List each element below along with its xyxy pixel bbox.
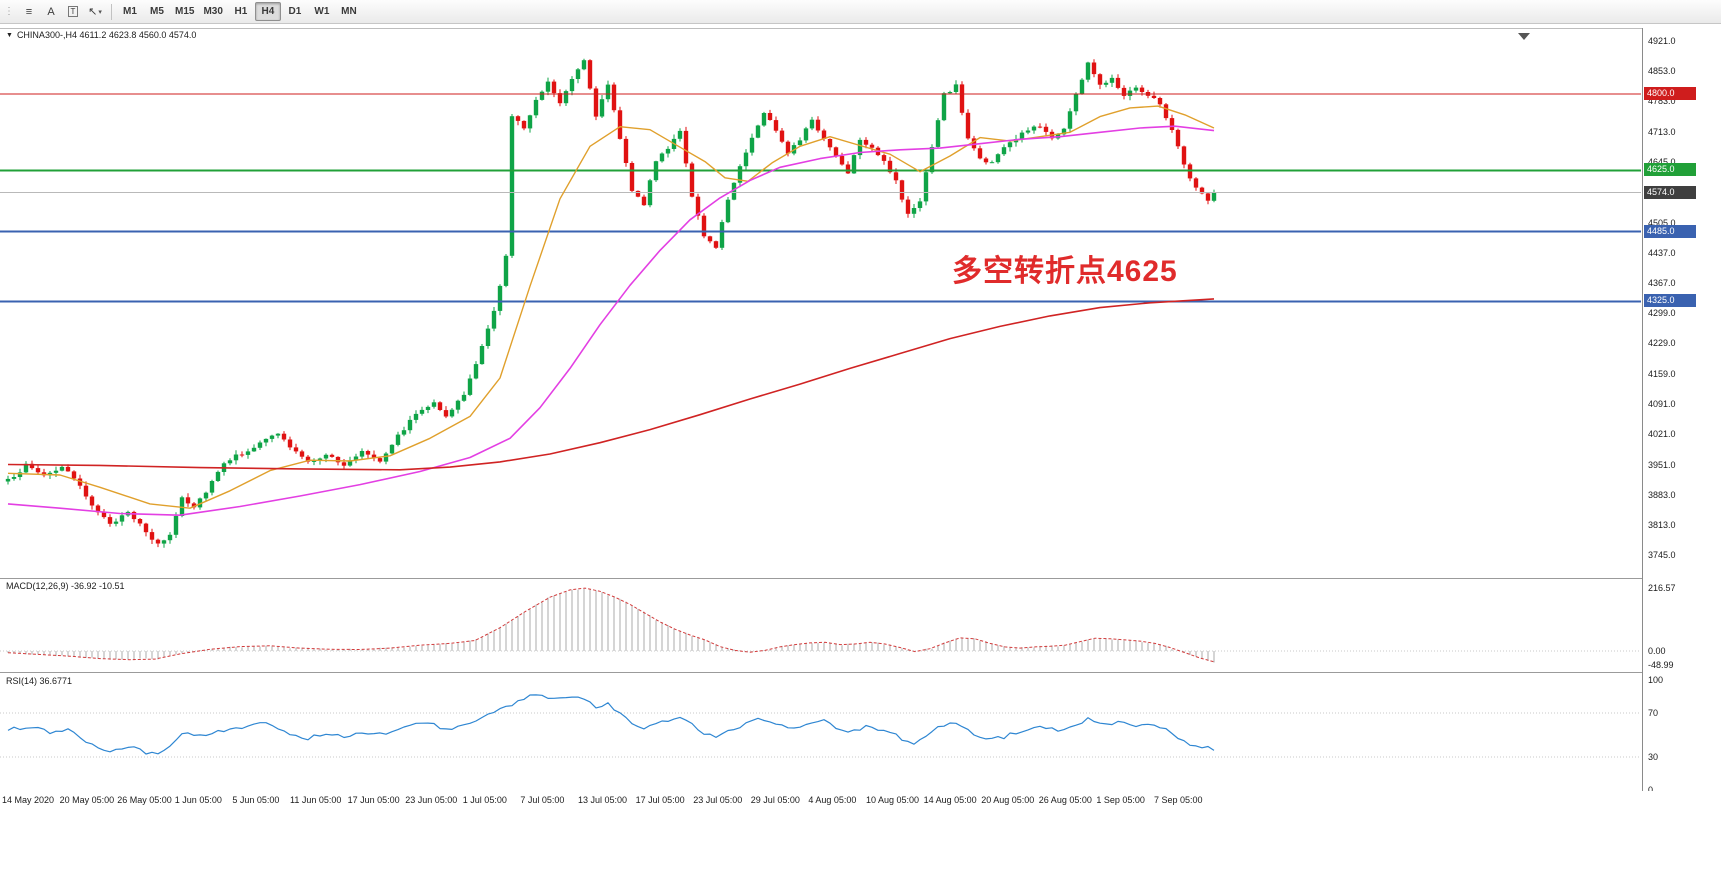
macd-panel-canvas[interactable] [0, 579, 1641, 672]
price-scale[interactable]: 4921.0 4853.0 4783.0 4713.0 4645.0 4505.0 4437… [1642, 28, 1721, 795]
toolbar-grip[interactable]: ⋮ [4, 6, 14, 17]
rsi-scale-label: 30 [1648, 752, 1659, 762]
time-axis-label: 7 Sep 05:00 [1154, 795, 1203, 805]
ma-mid-magenta [7, 125, 1215, 517]
time-axis-label: 5 Jun 05:00 [232, 795, 280, 805]
price-axis-label: 4091.0 [1648, 398, 1676, 409]
price-axis-label: 4229.0 [1648, 338, 1676, 349]
time-axis-label: 4 Aug 05:00 [808, 795, 857, 805]
time-scale[interactable]: 14 May 2020 20 May 05:00 26 May 05:00 1 Jun… [0, 791, 1721, 813]
rsi-scale-label: 70 [1648, 708, 1659, 718]
timeframe-button-h4[interactable]: H4 [254, 2, 281, 21]
rsi-line [7, 694, 1215, 755]
time-axis-label: 26 Aug 05:00 [1038, 795, 1092, 805]
time-axis-label: 20 Aug 05:00 [981, 795, 1035, 805]
rsi-header: RSI(14) 36.6771 [6, 676, 72, 686]
timeframe-button-m5[interactable]: M5 [144, 2, 170, 21]
ma-slow-red [7, 298, 1215, 471]
text-label-icon: T [67, 6, 79, 17]
timeframe-button-m1[interactable]: M1 [117, 2, 143, 21]
time-axis-label: 10 Aug 05:00 [866, 795, 920, 805]
price-level-badge: 4325.0 [1644, 294, 1696, 308]
horizontal-level-lines[interactable] [0, 93, 1641, 303]
time-axis-label: 17 Jul 05:00 [635, 795, 685, 805]
price-axis-label: 3813.0 [1648, 520, 1676, 531]
top-toolbar: ⋮ ≡ A T ↖ ▾ M1 M5 M15 M30 H1 H4 D1 W1 MN [0, 0, 1721, 24]
price-axis-label: 3883.0 [1648, 489, 1676, 500]
price-axis-label: 4021.0 [1648, 429, 1676, 440]
macd-header-text: MACD(12,26,9) -36.92 -10.51 [6, 581, 125, 591]
macd-histogram [7, 589, 1215, 663]
chart-windows-button[interactable]: ≡ [18, 2, 40, 22]
time-axis-label: 26 May 05:00 [117, 795, 172, 805]
time-axis-label: 1 Jul 05:00 [462, 795, 507, 805]
drawing-tools-icon: ↖ [88, 6, 98, 18]
price-axis-label: 4783.0 [1648, 96, 1676, 107]
time-axis-label: 1 Jun 05:00 [174, 795, 222, 805]
chart-shift-marker-icon[interactable] [1518, 33, 1530, 40]
rsi-header-text: RSI(14) 36.6771 [6, 676, 73, 686]
ma-fast-orange [7, 105, 1215, 509]
price-axis-label: 4505.0 [1648, 217, 1676, 228]
rsi-panel-canvas[interactable] [0, 673, 1641, 791]
macd-header: MACD(12,26,9) -36.92 -10.51 [6, 581, 125, 591]
price-level-badge: 4800.0 [1644, 86, 1696, 100]
price-level-badge: 4485.0 [1644, 224, 1696, 238]
macd-scale-label: 216.57 [1648, 582, 1676, 593]
time-axis-label: 11 Jun 05:00 [290, 795, 342, 805]
chart-text-annotation[interactable]: 多空转折点4625 [952, 255, 1178, 288]
price-level-badge: 4625.0 [1644, 163, 1696, 177]
price-axis-label: 3745.0 [1648, 550, 1676, 560]
panel-divider-macd[interactable] [0, 578, 1721, 579]
collapse-arrow-icon[interactable]: ▼ [6, 31, 13, 39]
text-annotation-icon: A [47, 5, 55, 18]
drawing-tools-button[interactable]: ↖ ▾ [84, 2, 106, 22]
chart-windows-icon: ≡ [25, 5, 33, 18]
price-axis-label: 4367.0 [1648, 278, 1676, 289]
symbol-ohlc-text: CHINA300-,H4 4611.2 4623.8 4560.0 4574.0 [16, 30, 197, 40]
price-axis-label: 4853.0 [1648, 65, 1676, 76]
time-axis-label: 14 May 2020 [2, 795, 55, 805]
time-axis-label: 23 Jul 05:00 [693, 795, 743, 805]
timeframe-button-h1[interactable]: H1 [228, 2, 254, 21]
price-axis-label: 4159.0 [1648, 369, 1676, 380]
timeframe-button-group: M1 M5 M15 M30 H1 H4 D1 W1 MN [117, 2, 362, 21]
main-chart-canvas[interactable] [0, 29, 1641, 578]
price-axis-label: 4645.0 [1648, 156, 1676, 167]
timeframe-button-d1[interactable]: D1 [282, 2, 308, 21]
time-axis-label: 23 Jun 05:00 [405, 795, 458, 805]
time-axis-label: 7 Jul 05:00 [520, 795, 565, 805]
toolbar-separator [111, 3, 112, 20]
current-price-badge: 4574.0 [1644, 185, 1696, 199]
text-annotation-button[interactable]: A [40, 2, 62, 22]
rsi-scale-label: 0 [1648, 785, 1654, 795]
chart-top-border [0, 28, 1721, 29]
price-axis-label: 4437.0 [1648, 247, 1676, 258]
chevron-down-icon: ▾ [98, 8, 102, 16]
macd-signal-line [7, 587, 1215, 663]
text-label-button[interactable]: T [62, 2, 84, 22]
macd-scale-label: 0.00 [1648, 646, 1666, 656]
time-axis-label: 14 Aug 05:00 [923, 795, 977, 805]
time-axis-label: 17 Jun 05:00 [347, 795, 400, 805]
timeframe-button-w1[interactable]: W1 [309, 2, 335, 21]
price-axis-label: 4299.0 [1648, 307, 1676, 318]
time-axis-label: 1 Sep 05:00 [1096, 795, 1145, 805]
time-axis-label: 13 Jul 05:00 [578, 795, 628, 805]
time-axis-label: 20 May 05:00 [59, 795, 115, 805]
timeframe-button-m15[interactable]: M15 [171, 2, 198, 21]
timeframe-button-m30[interactable]: M30 [199, 2, 226, 21]
rsi-scale-label: 100 [1648, 675, 1664, 685]
price-axis-label: 4713.0 [1648, 126, 1676, 137]
panel-divider-rsi[interactable] [0, 672, 1721, 673]
moving-average-lines [7, 105, 1215, 517]
macd-scale-label: -48.99 [1648, 660, 1674, 671]
time-axis-label: 29 Jul 05:00 [750, 795, 800, 805]
price-axis-label: 4921.0 [1648, 36, 1676, 46]
price-axis-label: 3951.0 [1648, 459, 1676, 470]
timeframe-button-mn[interactable]: MN [336, 2, 362, 21]
chart-symbol-header[interactable]: ▼ CHINA300-,H4 4611.2 4623.8 4560.0 4574… [6, 30, 196, 40]
